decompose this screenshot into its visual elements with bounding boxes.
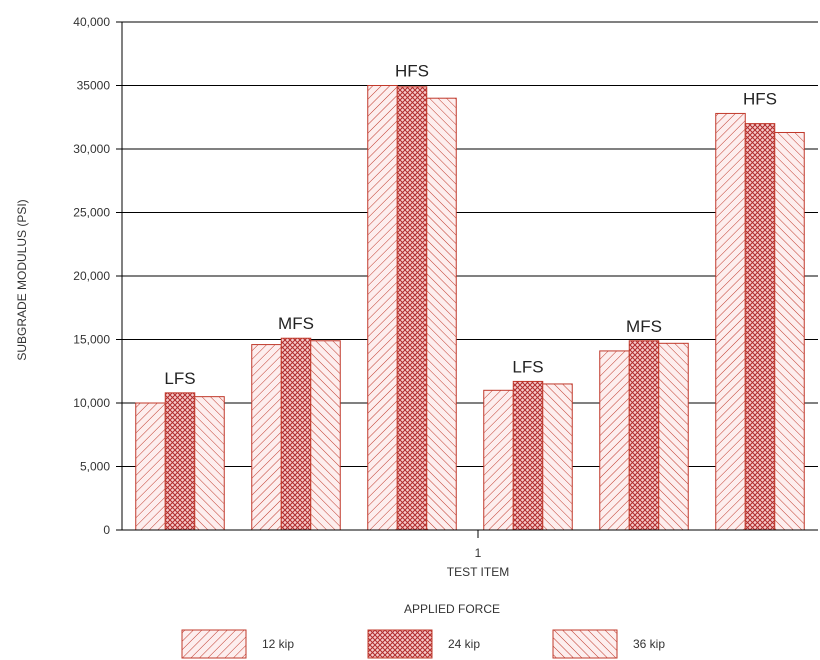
- legend-swatch: [181, 629, 247, 659]
- y-tick-label: 15,000: [73, 333, 110, 347]
- group-label: HFS: [395, 62, 429, 81]
- legend-item: 12 kip: [181, 629, 294, 659]
- bar: [599, 350, 630, 531]
- legend-title: APPLIED FORCE: [404, 602, 500, 616]
- x-axis-title: TEST ITEM: [447, 565, 509, 579]
- bar: [774, 131, 805, 531]
- legend-item: 36 kip: [552, 629, 665, 659]
- group-labels: LFS MFS HFS LFS MFS HFS: [164, 62, 777, 388]
- bar: [628, 340, 660, 531]
- group-label: HFS: [743, 89, 777, 108]
- bar: [744, 123, 776, 531]
- bar: [512, 380, 544, 531]
- bar: [310, 340, 341, 531]
- legend-swatch: [367, 629, 433, 659]
- bar: [280, 337, 312, 531]
- bar: [658, 342, 689, 531]
- gridlines: [116, 21, 818, 538]
- bar: [194, 396, 225, 531]
- bar: [483, 389, 514, 531]
- bars: [135, 85, 805, 531]
- y-tick-label: 35000: [77, 79, 111, 93]
- y-tick-label: 20,000: [73, 269, 110, 283]
- group-label: MFS: [626, 317, 662, 336]
- y-tick-label: 25,000: [73, 206, 110, 220]
- bar: [251, 344, 282, 531]
- y-tick-label: 5,000: [80, 460, 110, 474]
- bar: [542, 383, 573, 531]
- legend-label: 24 kip: [448, 637, 480, 651]
- legend-label: 12 kip: [262, 637, 294, 651]
- y-tick-label: 30,000: [73, 142, 110, 156]
- y-tick-labels: 0 5,000 10,000 15,000 20,000 25,000 30,000 3500…: [73, 15, 110, 537]
- y-axis-title: SUBGRADE MODULUS (PSI): [15, 199, 29, 360]
- bar: [367, 85, 398, 531]
- y-tick-label: 40,000: [73, 15, 110, 29]
- y-tick-label: 0: [103, 523, 110, 537]
- x-tick-label: 1: [475, 546, 482, 560]
- group-label: MFS: [278, 314, 314, 333]
- bar: [715, 112, 746, 531]
- legend-swatch: [552, 629, 618, 659]
- legend-item: 24 kip: [367, 629, 480, 659]
- legend: 12 kip 24 kip 36 kip: [181, 629, 665, 659]
- bar: [426, 97, 457, 531]
- legend-label: 36 kip: [633, 637, 665, 651]
- bar: [135, 402, 166, 531]
- bar: [164, 392, 196, 531]
- group-label: LFS: [512, 357, 543, 376]
- y-tick-label: 10,000: [73, 396, 110, 410]
- bar: [396, 86, 428, 531]
- group-label: LFS: [164, 369, 195, 388]
